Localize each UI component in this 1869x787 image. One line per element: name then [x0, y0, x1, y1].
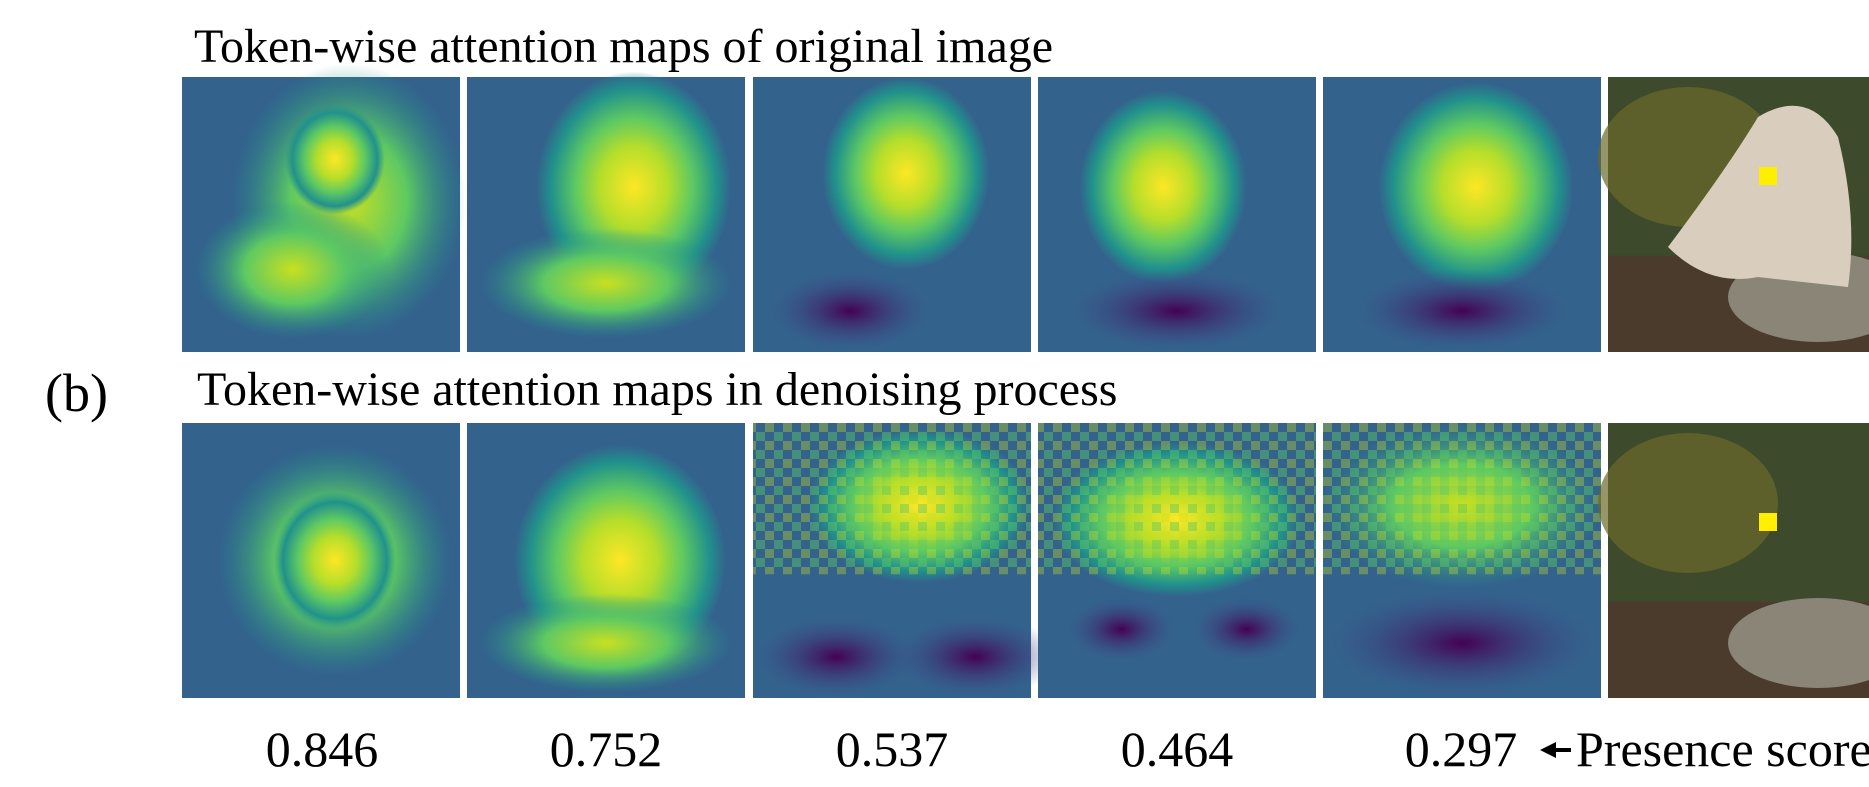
attention-blob [1065, 596, 1177, 663]
presence-score: 0.297 [1405, 721, 1518, 777]
attention-blob [822, 77, 990, 270]
attention-blob [1190, 596, 1303, 663]
attention-blob [1323, 588, 1601, 698]
attention-blob [273, 491, 397, 630]
presence-score: 0.846 [266, 721, 379, 777]
photo-foliage [1598, 433, 1778, 573]
attention-blob [892, 615, 1059, 698]
panel-label: (b) [45, 363, 108, 423]
attention-blob [1350, 269, 1574, 352]
scores: 0.846 0.752 0.537 0.464 0.297 [266, 721, 1518, 777]
attention-blob [753, 615, 920, 698]
row-title: Token-wise attention maps of original im… [194, 20, 1053, 73]
attention-blob [284, 104, 385, 215]
marker [1759, 513, 1777, 531]
attention-blob [480, 593, 732, 693]
arrow [1540, 742, 1571, 758]
attention-blob [1079, 90, 1247, 284]
attention-blob [480, 228, 732, 339]
attention-blob [195, 200, 391, 339]
row-title: Token-wise attention maps in denoising p… [197, 363, 1117, 416]
attention-blob [766, 269, 934, 352]
attention-noise [753, 423, 1031, 575]
attention-maps [182, 63, 1869, 698]
attention-blob [1065, 269, 1289, 352]
photo-rock [1728, 598, 1869, 688]
attention-noise [1323, 423, 1601, 575]
attention-blob [1378, 82, 1574, 292]
presence-score: 0.464 [1121, 721, 1234, 777]
score-label: Presence score [1576, 721, 1869, 777]
presence-score: 0.752 [550, 721, 663, 777]
attention-noise [1038, 423, 1316, 575]
photo-bear [1668, 105, 1852, 287]
marker [1759, 167, 1777, 185]
presence-score: 0.537 [836, 721, 949, 777]
